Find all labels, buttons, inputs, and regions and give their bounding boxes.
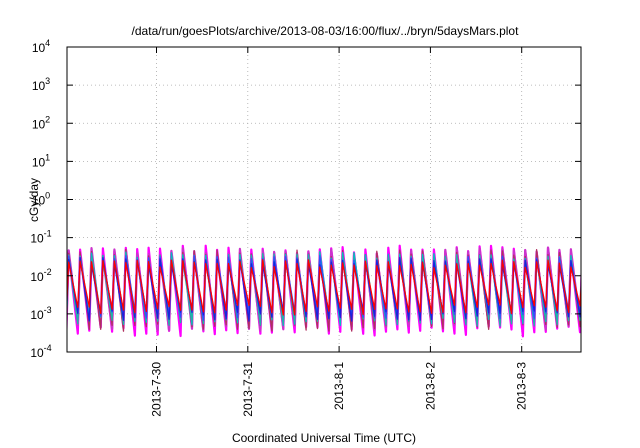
x-tick-label: 2013-8-1: [332, 362, 346, 410]
y-axis: 10-4 10-3 10-2 10-1 100 101 102 103 104: [30, 38, 581, 360]
x-tick-label: 2013-8-2: [423, 362, 437, 410]
y-tick-label: 103: [32, 76, 50, 93]
y-tick-label: 102: [32, 114, 50, 131]
x-tick-label: 2013-7-30: [150, 362, 164, 417]
y-tick-label: 10-1: [30, 229, 51, 246]
y-tick-label: 10-4: [30, 343, 51, 360]
y-tick-label: 100: [32, 191, 50, 208]
x-axis: 2013-7-30 2013-7-31 2013-8-1 2013-8-2 2013-8…: [150, 47, 529, 417]
y-tick-label: 101: [32, 152, 50, 169]
x-tick-label: 2013-7-31: [241, 362, 255, 417]
series-group: [67, 244, 581, 338]
x-axis-label: Coordinated Universal Time (UTC): [232, 431, 416, 445]
y-tick-label: 10-2: [30, 267, 51, 284]
y-axis-label: cGy/day: [27, 178, 41, 222]
y-tick-label: 104: [32, 38, 50, 55]
chart-title: /data/run/goesPlots/archive/2013-08-03/1…: [132, 24, 520, 38]
y-tick-label: 10-3: [30, 305, 51, 322]
x-tick-label: 2013-8-3: [515, 362, 529, 410]
series-line: [67, 259, 581, 316]
